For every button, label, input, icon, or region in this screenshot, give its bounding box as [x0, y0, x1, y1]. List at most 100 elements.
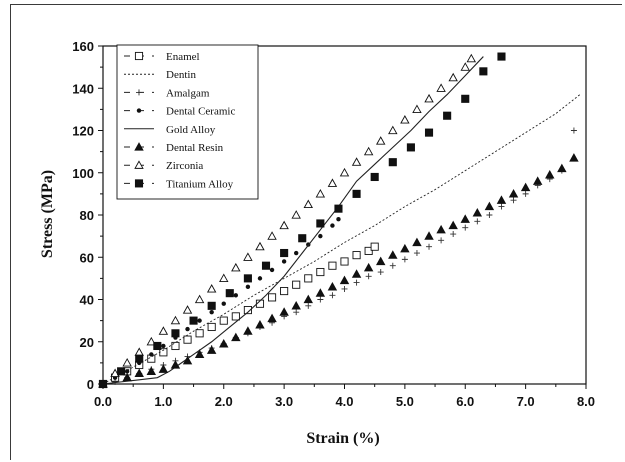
data-point-dental-ceramic	[330, 223, 335, 228]
data-point-enamel	[171, 341, 180, 351]
data-point-enamel	[304, 274, 313, 283]
data-point-titanium-alloy	[298, 234, 307, 243]
data-point-enamel	[243, 306, 252, 315]
data-point-titanium-alloy	[479, 67, 488, 76]
data-point-dental-resin	[315, 288, 326, 297]
data-point-zirconia	[231, 262, 241, 272]
data-point-titanium-alloy	[98, 379, 108, 389]
data-point-enamel	[219, 316, 228, 325]
data-point-titanium-alloy	[189, 316, 198, 325]
data-point-titanium-alloy	[352, 189, 361, 198]
data-point-amalgam	[426, 243, 433, 250]
data-point-dental-ceramic	[185, 326, 190, 332]
data-point-dental-resin	[412, 237, 422, 247]
data-point-dental-resin	[303, 294, 313, 304]
x-tick-label: 3.0	[275, 394, 293, 409]
legend-label-dental-resin: Dental Resin	[166, 142, 224, 154]
data-point-amalgam	[401, 256, 408, 263]
data-point-enamel	[231, 312, 240, 321]
data-point-dental-resin	[436, 224, 446, 234]
data-point-amalgam	[365, 273, 372, 280]
data-point-dental-resin	[376, 256, 386, 266]
data-point-enamel	[364, 246, 373, 255]
legend-label-zirconia: Zirconia	[166, 160, 203, 172]
legend-marker-dental-resin	[134, 142, 144, 151]
data-point-zirconia	[363, 146, 374, 156]
data-point-amalgam	[305, 302, 312, 309]
figure-frame	[10, 4, 622, 460]
data-point-amalgam	[317, 296, 324, 303]
y-tick-label: 100	[72, 166, 94, 181]
data-point-dental-resin	[388, 250, 398, 259]
data-point-titanium-alloy	[334, 204, 343, 213]
data-point-zirconia	[436, 83, 446, 92]
y-tick-label: 80	[80, 208, 94, 223]
legend-label-dentin: Dentin	[166, 69, 196, 81]
data-point-amalgam	[377, 269, 384, 276]
data-point-dental-resin	[219, 338, 229, 348]
data-point-zirconia	[412, 104, 422, 113]
data-point-titanium-alloy	[153, 341, 162, 351]
data-point-dental-resin	[472, 208, 483, 217]
data-point-enamel	[352, 251, 361, 260]
data-point-dental-ceramic	[269, 267, 275, 273]
data-point-amalgam	[486, 212, 493, 218]
data-point-zirconia	[206, 284, 217, 293]
data-point-dental-resin	[194, 349, 205, 359]
data-point-dental-resin	[255, 319, 265, 329]
legend-marker-amalgam	[136, 89, 142, 96]
data-point-zirconia	[170, 315, 181, 325]
data-point-titanium-alloy	[406, 143, 415, 152]
data-point-titanium-alloy	[461, 94, 470, 103]
y-tick-label: 140	[72, 81, 94, 96]
data-point-titanium-alloy	[207, 301, 216, 310]
data-point-zirconia	[267, 231, 277, 240]
data-point-dental-ceramic	[245, 284, 251, 290]
data-point-dental-resin	[460, 214, 470, 223]
legend-marker-titanium-alloy	[134, 179, 144, 188]
data-point-dental-resin	[267, 313, 277, 323]
data-point-enamel	[207, 322, 216, 332]
data-point-zirconia	[376, 136, 386, 145]
data-point-zirconia	[291, 210, 301, 219]
data-point-zirconia	[327, 178, 338, 187]
data-point-dental-resin	[484, 201, 495, 211]
data-point-dental-resin	[134, 368, 144, 378]
data-point-amalgam	[510, 197, 517, 204]
data-point-dental-resin	[557, 163, 567, 173]
data-point-amalgam	[293, 309, 300, 316]
data-point-dental-resin	[339, 275, 350, 285]
data-point-zirconia	[315, 188, 326, 198]
y-tick-label: 60	[80, 250, 94, 265]
data-point-dental-ceramic	[257, 276, 263, 281]
y-axis-label: Stress (MPa)	[39, 170, 56, 258]
data-point-dental-resin	[496, 195, 507, 204]
data-point-amalgam	[389, 262, 396, 269]
x-tick-label: 4.0	[335, 394, 353, 409]
data-point-dental-resin	[279, 307, 289, 316]
data-point-dental-resin	[170, 360, 181, 369]
data-point-dental-resin	[363, 262, 374, 272]
data-point-enamel	[280, 287, 289, 296]
data-point-amalgam	[498, 203, 505, 210]
data-point-zirconia	[255, 241, 265, 251]
data-point-enamel	[183, 335, 192, 344]
data-point-titanium-alloy	[370, 172, 379, 182]
data-point-titanium-alloy	[261, 261, 271, 270]
data-point-enamel	[268, 293, 277, 302]
data-point-dental-resin	[182, 355, 193, 365]
data-point-dental-resin	[243, 326, 253, 335]
data-point-zirconia	[219, 273, 229, 282]
data-point-titanium-alloy	[225, 289, 234, 298]
x-tick-label: 8.0	[577, 394, 595, 409]
legend-marker-dental-ceramic	[136, 108, 142, 113]
data-point-amalgam	[462, 224, 469, 231]
data-point-dental-ceramic	[221, 301, 226, 306]
legend-box	[116, 44, 259, 200]
legend-label-gold-alloy: Gold Alloy	[166, 124, 216, 136]
x-tick-label: 1.0	[154, 394, 172, 409]
data-point-titanium-alloy	[497, 52, 506, 61]
data-point-dental-resin	[158, 364, 169, 373]
y-tick-label: 160	[72, 39, 94, 54]
